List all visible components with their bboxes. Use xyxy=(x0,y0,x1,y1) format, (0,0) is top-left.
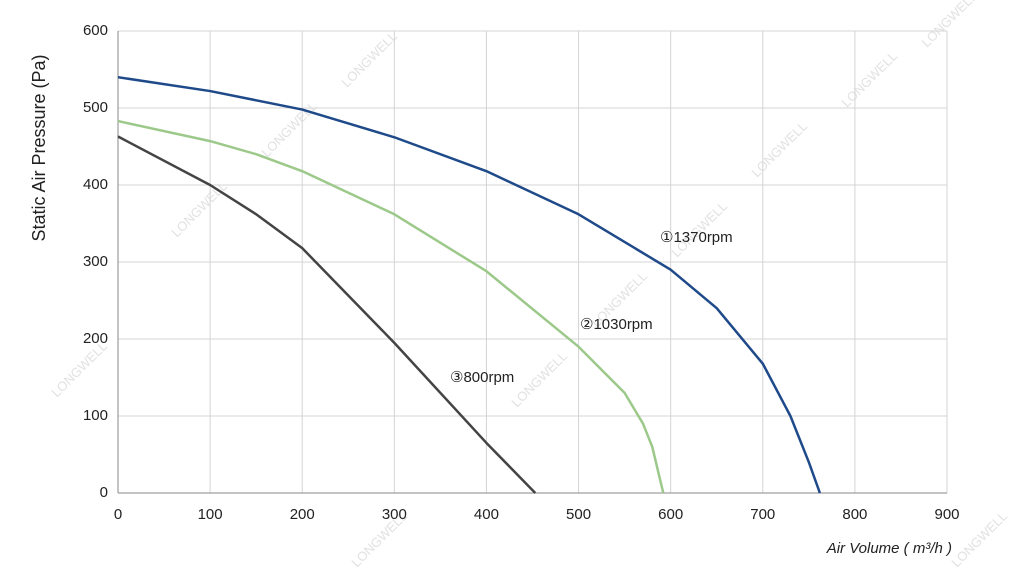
series-line xyxy=(117,119,665,494)
watermarks: LONGWELL LONGWELL LONGWELL LONGWELL LONGWELL… xyxy=(48,0,1010,570)
x-tick-label: 400 xyxy=(474,506,499,523)
watermark: LONGWELL xyxy=(508,348,570,410)
series-line xyxy=(117,75,822,494)
x-tick-label: 200 xyxy=(290,506,315,523)
y-axis-label: Static Air Pressure (Pa) xyxy=(29,54,49,241)
series-line xyxy=(117,135,537,494)
y-tick-label: 600 xyxy=(83,22,108,39)
watermark: LONGWELL xyxy=(48,338,110,400)
y-tick-label: 0 xyxy=(100,484,108,501)
x-tick-label: 800 xyxy=(842,506,867,523)
x-tick-label: 0 xyxy=(114,506,122,523)
watermark: LONGWELL xyxy=(338,28,400,90)
watermark: LONGWELL xyxy=(838,48,900,110)
x-axis-label: Air Volume ( m³/h ) xyxy=(826,540,952,557)
x-tick-label: 500 xyxy=(566,506,591,523)
x-tick-label: 600 xyxy=(658,506,683,523)
y-tick-label: 400 xyxy=(83,176,108,193)
y-tick-label: 500 xyxy=(83,99,108,116)
x-tick-label: 900 xyxy=(934,506,959,523)
y-tick-label: 200 xyxy=(83,330,108,347)
x-tick-label: 300 xyxy=(382,506,407,523)
x-tick-label: 100 xyxy=(198,506,223,523)
watermark: LONGWELL xyxy=(168,178,230,240)
y-tick-label: 300 xyxy=(83,253,108,270)
series-label: ②1030rpm xyxy=(580,316,653,333)
y-tick-label: 100 xyxy=(83,407,108,424)
watermark: LONGWELL xyxy=(918,0,980,50)
series-label: ①1370rpm xyxy=(660,229,733,246)
x-tick-label: 700 xyxy=(750,506,775,523)
series-label: ③800rpm xyxy=(450,369,514,386)
watermark: LONGWELL xyxy=(748,118,810,180)
